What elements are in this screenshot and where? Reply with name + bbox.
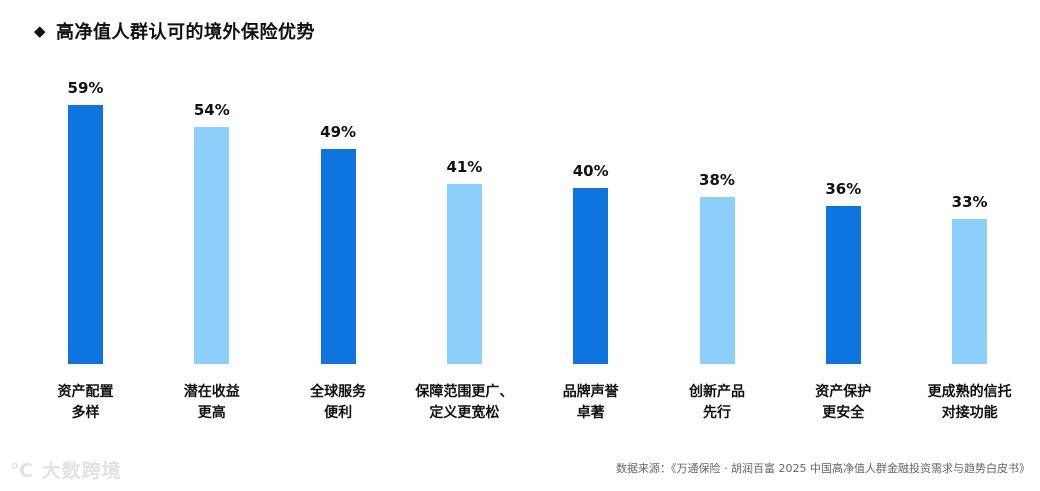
- category-label: 更成熟的信托 对接功能: [907, 382, 1033, 424]
- value-label: 41%: [446, 158, 483, 177]
- category-label-line1: 资产配置: [57, 384, 114, 400]
- category-label: 资产保护 更安全: [780, 382, 906, 424]
- chart-title-text: 高净值人群认可的境外保险优势: [56, 22, 316, 43]
- category-label: 全球服务 便利: [275, 382, 401, 424]
- category-label-line1: 创新产品: [689, 384, 745, 400]
- bar: [573, 188, 609, 364]
- value-label: 54%: [193, 100, 230, 119]
- category-label-line1: 潜在收益: [183, 384, 240, 400]
- category-label-line2: 更安全: [822, 405, 865, 421]
- category-label: 资产配置 多样: [23, 382, 149, 424]
- category-label: 创新产品 先行: [654, 382, 780, 424]
- category-label: 潜在收益 更高: [149, 382, 275, 424]
- value-label: 59%: [67, 79, 104, 97]
- category-label-line2: 便利: [324, 405, 353, 421]
- value-label: 38%: [699, 171, 735, 190]
- category-label-line1: 资产保护: [815, 384, 872, 400]
- category-label-line2: 对接功能: [941, 405, 998, 421]
- category-label: 保障范围更广、 定义更宽松: [401, 382, 527, 424]
- value-label: 36%: [825, 179, 862, 198]
- category-label: 品牌声誉 卓著: [528, 382, 654, 424]
- category-label-line1: 更成熟的信托: [927, 384, 1012, 400]
- diamond-icon: ◆: [34, 22, 47, 40]
- chart-title: ◆ 高净值人群认可的境外保险优势: [34, 18, 315, 44]
- category-label-line2: 更高: [197, 405, 226, 421]
- bar: [68, 105, 103, 364]
- value-label: 40%: [572, 162, 609, 181]
- watermark-logo: ℃ 大数跨境: [10, 460, 122, 482]
- value-label: 49%: [320, 122, 357, 141]
- category-label-line2: 卓著: [576, 405, 605, 421]
- category-label-line2: 先行: [703, 405, 731, 421]
- bar: [194, 126, 230, 364]
- category-label-line1: 全球服务: [310, 384, 367, 400]
- category-label-line2: 定义更宽松: [429, 405, 500, 421]
- bar: [320, 148, 356, 364]
- bar: [446, 184, 482, 364]
- bar: [699, 197, 735, 364]
- bar: [952, 219, 988, 364]
- category-label-line1: 保障范围更广、: [415, 384, 514, 400]
- data-source: 数据来源：《万通保险 · 胡润百富 2025 中国高净值人群金融投资需求与趋势白…: [616, 462, 1030, 475]
- value-label: 33%: [951, 193, 988, 212]
- category-label-line1: 品牌声誉: [562, 384, 619, 400]
- category-label-line2: 多样: [71, 405, 100, 421]
- bar: [825, 205, 861, 364]
